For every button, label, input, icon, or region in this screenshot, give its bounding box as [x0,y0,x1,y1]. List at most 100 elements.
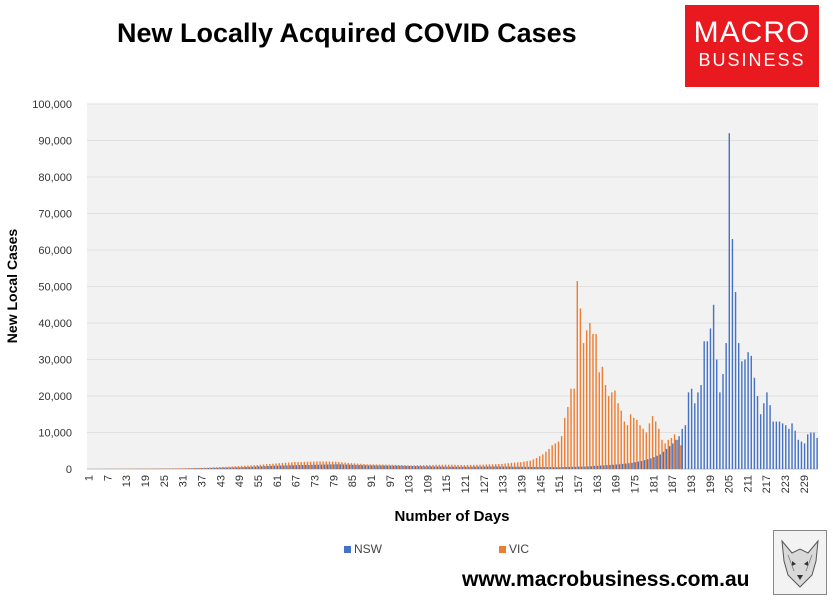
x-tick-label: 163 [592,475,604,493]
bar-nsw [352,464,354,469]
bar-vic [670,437,673,469]
bar-nsw [377,465,379,469]
bar-vic [504,463,506,469]
bar-vic [159,468,161,469]
bar-vic [156,468,158,469]
bar-nsw [684,425,687,469]
bar-nsw [584,466,586,469]
bar-nsw [286,465,288,469]
bar-vic [667,439,669,469]
bar-nsw [201,468,203,469]
bar-vic [328,461,331,469]
bar-nsw [568,466,570,469]
bar-nsw [345,464,348,469]
x-tick-label: 43 [215,475,227,487]
bar-nsw [508,466,511,469]
bar-vic [165,468,168,469]
bar-nsw [411,466,414,469]
bar-vic [404,465,406,469]
bar-nsw [706,341,709,469]
legend-nsw-swatch [344,545,351,553]
bar-vic [438,464,440,469]
bar-vic [391,464,393,469]
bar-vic [360,463,362,469]
bar-vic [425,465,428,469]
bar-vic [382,464,384,469]
bar-nsw [549,467,552,469]
bar-vic [284,462,287,469]
bar-vic [247,465,249,469]
bar-nsw [414,466,417,469]
bar-vic [262,464,265,469]
bar-nsw [421,466,423,469]
bar-vic [240,465,243,469]
y-tick-label: 60,000 [38,245,72,257]
bar-vic [676,439,679,469]
bar-nsw [236,467,238,469]
bar-vic [303,461,306,469]
x-tick-label: 145 [535,475,547,493]
bar-vic [651,416,654,469]
bar-vic [557,441,560,469]
bar-vic [620,410,622,469]
bar-nsw [650,458,652,469]
bar-nsw [342,464,345,469]
bar-vic [532,459,535,469]
x-tick-label: 127 [479,475,491,493]
bar-vic [363,464,365,469]
bar-vic [175,468,177,469]
bar-vic [585,330,588,469]
bar-vic [617,403,619,469]
x-tick-label: 103 [404,475,416,493]
bar-vic [592,333,594,469]
bar-nsw [778,421,781,469]
bar-nsw [383,465,385,469]
bar-nsw [298,465,301,469]
legend-vic-swatch [499,545,506,553]
bar-nsw [543,467,545,469]
bar-vic [516,462,519,469]
x-tick-label: 229 [799,475,811,493]
bar-nsw [217,467,219,469]
bar-nsw [813,432,815,469]
bar-nsw [480,466,483,469]
bar-nsw [681,428,683,469]
bar-nsw [370,465,373,469]
bar-nsw [396,465,398,469]
x-tick-label: 139 [517,475,529,493]
bar-nsw [505,466,508,469]
bar-vic [447,464,450,469]
bar-vic [463,464,466,469]
bar-vic [287,462,290,469]
bar-vic [573,388,575,469]
bar-vic [309,461,312,469]
bar-nsw [239,467,241,469]
bar-nsw [766,392,768,469]
bar-nsw [694,403,696,469]
bar-nsw [311,464,313,469]
y-tick-label: 90,000 [38,136,72,148]
bar-nsw [577,466,580,469]
nsw-bars [91,133,818,469]
bar-nsw [675,439,677,469]
bar-vic [495,464,497,469]
x-tick-label: 211 [742,475,754,493]
y-tick-label: 20,000 [38,391,72,403]
bar-vic [231,466,233,469]
bar-nsw [308,464,310,469]
bar-nsw [289,465,291,469]
bar-nsw [502,466,505,469]
bar-nsw [295,465,298,469]
bar-vic [193,468,196,469]
vic-bars [90,281,682,469]
bar-vic [385,464,387,469]
bar-vic [673,434,676,469]
bar-nsw [493,466,495,469]
legend-vic: VIC [499,542,529,556]
bar-vic [278,463,280,469]
x-tick-label: 67 [291,475,303,487]
bar-vic [501,463,503,469]
bar-nsw [339,464,341,469]
bar-vic [570,388,572,469]
legend-nsw-label: NSW [354,542,382,556]
